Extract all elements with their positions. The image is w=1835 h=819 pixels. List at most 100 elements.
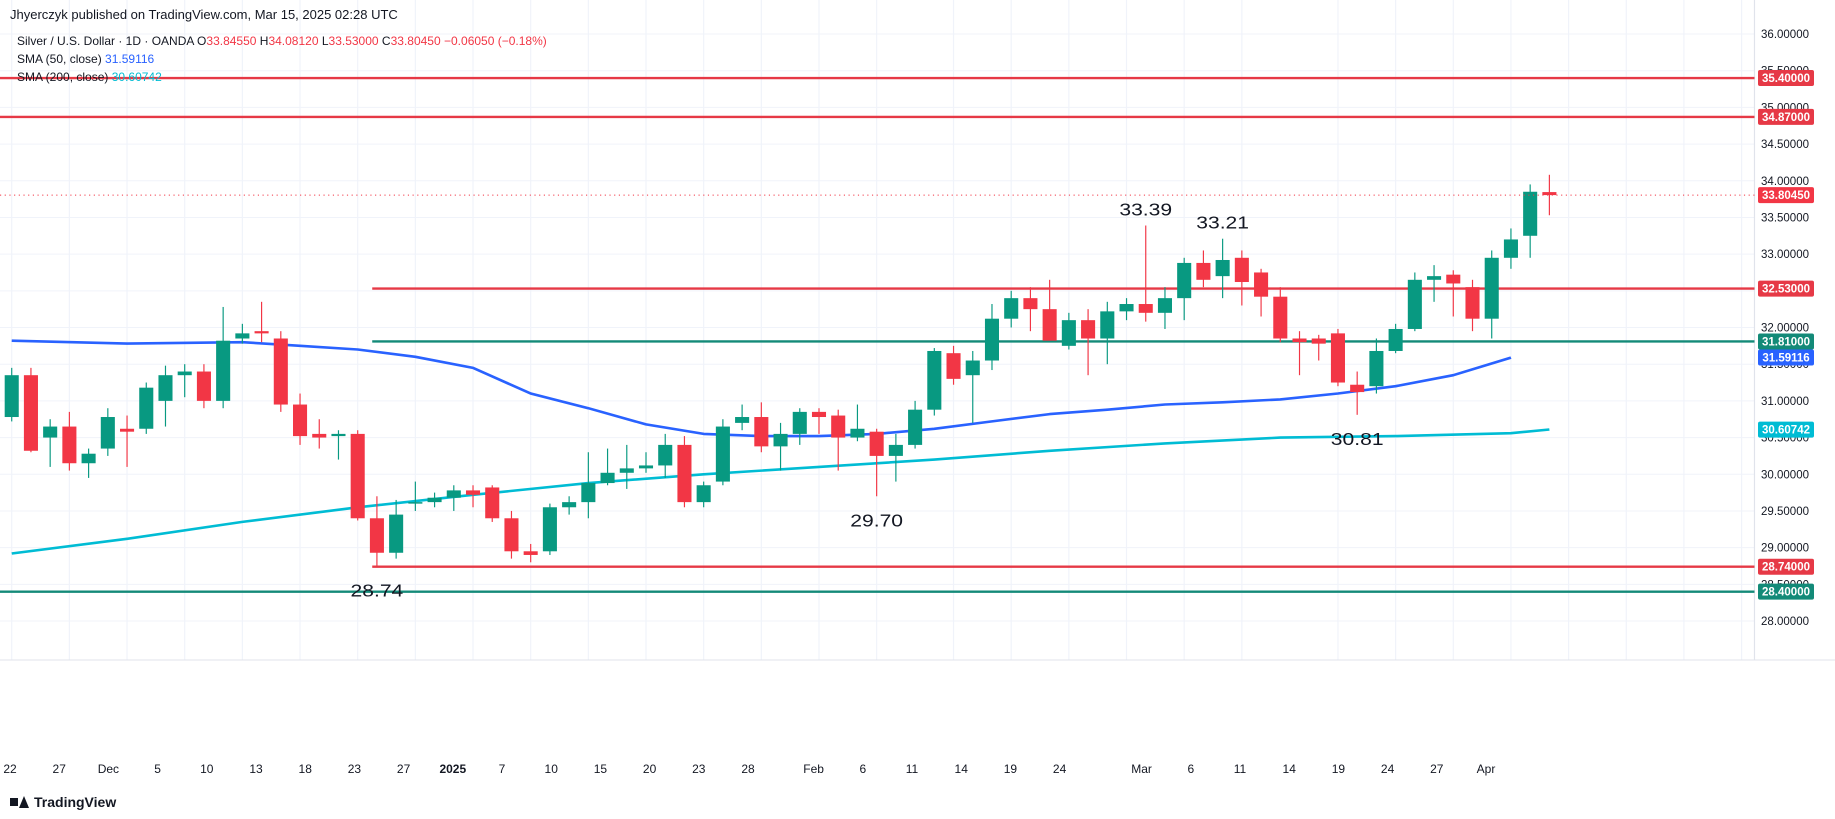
candle-body: [1196, 262, 1211, 280]
candle-body: [485, 487, 500, 519]
candle-body: [638, 465, 654, 469]
candle: [465, 485, 481, 508]
candle: [100, 408, 115, 456]
candle-body: [369, 518, 384, 553]
candle-body: [581, 483, 596, 503]
price-annotation: 33.21: [1196, 213, 1249, 233]
candle-body: [23, 375, 38, 451]
candle-body: [235, 333, 250, 339]
candle: [1542, 174, 1557, 216]
candle-body: [831, 415, 846, 438]
level-price-tag: 31.81000: [1758, 333, 1814, 350]
candle: [196, 364, 211, 409]
sma-200-price-tag-bg: [1758, 421, 1814, 438]
candle: [216, 306, 231, 409]
x-tick-label: 27: [53, 762, 67, 776]
candle-body: [254, 331, 269, 334]
sma-50-legend[interactable]: SMA (50, close) 31.59116: [17, 50, 547, 68]
candle: [946, 345, 961, 385]
ohlc-values: O33.84550 H34.08120 L33.53000 C33.80450: [197, 34, 444, 48]
sma-50-value: 31.59116: [105, 52, 155, 66]
candle-body: [677, 444, 692, 503]
candle: [312, 419, 327, 449]
candle-body: [1042, 309, 1057, 341]
candle-body: [1177, 262, 1192, 299]
candle: [811, 408, 827, 434]
chart-grid: [0, 0, 1835, 661]
sma-50-price-tag-text: 31.59116: [1762, 352, 1809, 364]
candle: [1503, 228, 1518, 269]
price-annotation: 28.74: [351, 581, 404, 601]
candle: [81, 448, 96, 478]
tradingview-brand[interactable]: TradingView: [10, 794, 116, 810]
candle-body: [81, 453, 96, 464]
candle: [1446, 270, 1461, 317]
candle-body: [1138, 304, 1153, 313]
y-tick-label: 33.50000: [1761, 212, 1809, 224]
candle: [1177, 257, 1192, 321]
ohlc-key: L: [318, 34, 329, 48]
candle: [696, 481, 711, 508]
level-price-tag-bg: [1758, 583, 1814, 600]
candle-body: [1234, 257, 1249, 283]
candle-body: [1215, 259, 1230, 277]
candle: [331, 430, 346, 460]
candle: [1311, 334, 1326, 361]
candle: [446, 485, 461, 511]
sma-200-legend[interactable]: SMA (200, close) 30.60742: [17, 68, 547, 86]
candle-body: [120, 428, 135, 432]
symbol-row[interactable]: Silver / U.S. Dollar · 1D · OANDA O33.84…: [17, 32, 547, 50]
candle-body: [984, 318, 1000, 361]
sma-200-path: [11, 428, 1550, 555]
level-price-tag-text: 35.40000: [1762, 73, 1810, 85]
candle: [542, 503, 557, 555]
ohlc-key: O: [197, 34, 207, 48]
candle: [408, 481, 423, 511]
last-price-tag: 33.80450: [1758, 187, 1814, 204]
candle: [1215, 238, 1230, 299]
symbol-name[interactable]: Silver / U.S. Dollar · 1D · OANDA: [17, 34, 194, 48]
candle: [1369, 338, 1384, 394]
level-price-tag: 32.53000: [1758, 280, 1814, 297]
candle: [1234, 250, 1249, 306]
x-tick-label: 14: [1283, 762, 1297, 776]
candle: [504, 510, 519, 559]
x-tick-label: 18: [299, 762, 313, 776]
price-axis[interactable]: 28.0000028.5000029.0000029.5000030.00000…: [1758, 29, 1814, 628]
candle: [1042, 279, 1057, 341]
candle-body: [331, 433, 346, 437]
sma-200-line: [11, 428, 1550, 555]
candle: [562, 496, 577, 515]
candle: [1465, 279, 1480, 332]
candle-body: [888, 444, 903, 456]
candle: [1004, 290, 1019, 328]
x-tick-label: 14: [955, 762, 969, 776]
candle-body: [389, 514, 404, 553]
level-price-tag-text: 34.87000: [1762, 112, 1810, 124]
candle-body: [1388, 328, 1403, 351]
candle-body: [350, 433, 365, 519]
candle: [735, 404, 750, 431]
x-tick-label: 19: [1004, 762, 1018, 776]
x-tick-label: 2025: [439, 762, 466, 776]
candle-body: [811, 411, 827, 418]
candle-body: [1427, 276, 1442, 280]
candle: [1273, 287, 1288, 343]
candle: [1330, 328, 1345, 387]
candle: [235, 323, 250, 344]
candle: [1254, 268, 1269, 317]
time-axis[interactable]: 22 27 Dec 5 10 13 18 23 27 2025 7 10 15 20 23 28 Feb 6 11 1…: [3, 762, 1495, 776]
candle: [1061, 312, 1076, 350]
candle: [62, 411, 77, 471]
level-price-tag: 34.87000: [1758, 108, 1814, 125]
x-tick-label: Mar: [1131, 762, 1152, 776]
sma-50-path: [11, 339, 1512, 438]
ohlc-value: 33.84550: [206, 34, 257, 48]
ohlc-value: 34.08120: [268, 34, 319, 48]
candle: [773, 422, 788, 471]
level-price-tag-bg: [1758, 108, 1814, 125]
y-tick-label: 33.00000: [1761, 249, 1809, 261]
last-price-tag-bg: [1758, 187, 1814, 204]
sma-200-value: 30.60742: [111, 70, 162, 84]
